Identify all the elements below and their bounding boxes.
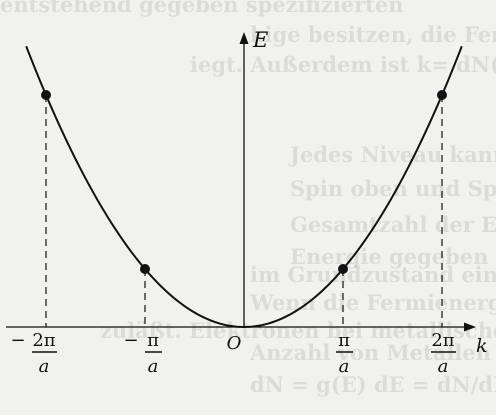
marked-point bbox=[41, 90, 51, 100]
tick-label-pi-over-a: π a bbox=[336, 330, 353, 377]
marked-points bbox=[41, 90, 447, 274]
k-axis-label: k bbox=[476, 335, 488, 357]
e-axis-arrowhead bbox=[239, 32, 249, 44]
tick-numerator: π bbox=[338, 330, 350, 351]
tick-label-minus-2pi-over-a: − 2π a bbox=[10, 330, 57, 377]
tick-sign: − bbox=[123, 330, 138, 351]
tick-label-minus-pi-over-a: − π a bbox=[123, 330, 162, 377]
tick-numerator: 2π bbox=[431, 330, 454, 351]
k-axis-arrowhead bbox=[464, 322, 476, 332]
e-axis-label: E bbox=[252, 28, 268, 52]
tick-numerator: π bbox=[147, 330, 159, 351]
tick-label-2pi-over-a: 2π a bbox=[431, 330, 456, 377]
energy-parabola bbox=[25, 45, 463, 329]
marked-point bbox=[338, 264, 348, 274]
tick-denominator: a bbox=[339, 356, 350, 377]
tick-denominator: a bbox=[438, 356, 449, 377]
tick-numerator: 2π bbox=[32, 330, 55, 351]
origin-label: O bbox=[227, 333, 242, 354]
marked-point bbox=[437, 90, 447, 100]
tick-denominator: a bbox=[39, 356, 50, 377]
dashed-drop-lines bbox=[45, 95, 443, 327]
marked-point bbox=[140, 264, 150, 274]
tick-sign: − bbox=[10, 330, 25, 351]
tick-denominator: a bbox=[148, 356, 159, 377]
